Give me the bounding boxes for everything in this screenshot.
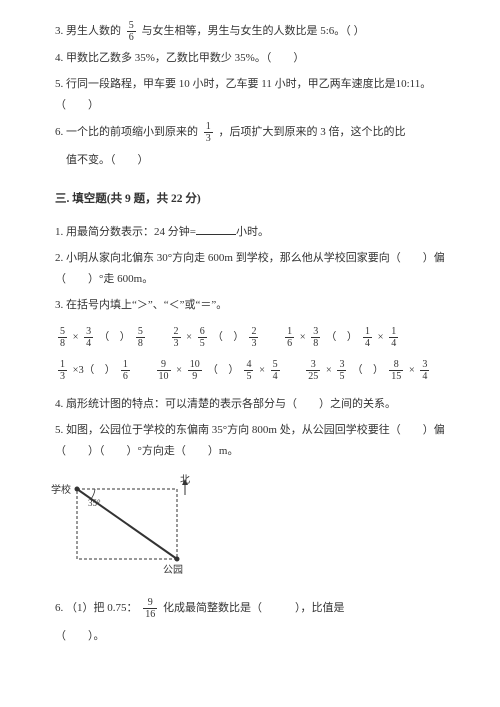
text: 男生人数的 xyxy=(66,25,121,37)
compare-group: 23 × 65 （ ） 23 xyxy=(169,326,262,349)
text: 化成最简整数比是（ ），比值是 xyxy=(163,602,345,614)
compare-row-2: 13 ×3（ ） 16 910 × 109 （ ） 45 × 54 325 × … xyxy=(55,359,450,382)
fraction-9-16: 916 xyxy=(143,597,157,620)
q2-6: 6. 一个比的前项缩小到原来的 13 ，后项扩大到原来的 3 倍，这个比的比 值… xyxy=(55,121,450,171)
q3-6: 6. （1）把 0.75： 916 化成最简整数比是（ ），比值是 （ ）。 xyxy=(55,597,450,647)
compare-group: 910 × 109 （ ） 45 × 54 xyxy=(154,359,283,382)
q3-1: 1. 用最简分数表示：24 分钟= 小时。 xyxy=(55,222,450,243)
q3-2: 2. 小明从家向北偏东 30°方向走 600m 到学校，那么他从学校回家要向（ … xyxy=(55,248,450,290)
compare-group: 13 ×3（ ） 16 xyxy=(55,359,133,382)
text: 小时。 xyxy=(236,226,269,238)
compare-row-1: 58 × 34 （ ） 58 23 × 65 （ ） 23 16 × 38 （ … xyxy=(55,326,450,349)
q3-4: 4. 扇形统计图的特点：可以清楚的表示各部分与（ ）之间的关系。 xyxy=(55,394,450,415)
num: 6. xyxy=(55,602,63,614)
direction-diagram: 学校 北 公园 35° xyxy=(55,477,195,572)
label-park: 公园 xyxy=(163,561,183,580)
q2-5: 5. 行同一段路程，甲车要 10 小时，乙车要 11 小时，甲乙两车速度比是10… xyxy=(55,74,450,116)
compare-group: 325 × 35 （ ） 815 × 34 xyxy=(303,359,432,382)
label-school: 学校 xyxy=(51,481,71,500)
q3-5: 5. 如图，公园位于学校的东偏南 35°方向 800m 处，从公园回学校要往（ … xyxy=(55,420,450,462)
blank xyxy=(196,223,236,235)
text: 1. 用最简分数表示：24 分钟= xyxy=(55,226,196,238)
compare-group: 16 × 38 （ ） 14 × 14 xyxy=(282,326,401,349)
q2-4: 4. 甲数比乙数多 35%，乙数比甲数少 35%。（ ） xyxy=(55,48,450,69)
text: （1）把 0.75： xyxy=(66,602,138,614)
text: ，后项扩大到原来的 3 倍，这个比的比 xyxy=(219,126,406,138)
text: 值不变。（ ） xyxy=(55,150,450,171)
label-angle: 35° xyxy=(88,495,101,512)
num: 3. xyxy=(55,25,63,37)
section3-title: 三. 填空题(共 9 题，共 22 分) xyxy=(55,189,450,211)
fraction-5-6: 56 xyxy=(127,20,136,43)
q3-3: 3. 在括号内填上“＞”、“＜”或“＝”。 xyxy=(55,295,450,316)
text: 一个比的前项缩小到原来的 xyxy=(66,126,198,138)
diagram-svg xyxy=(55,477,195,572)
paren: ） xyxy=(354,25,367,37)
fraction-1-3: 13 xyxy=(204,121,213,144)
text: 与女生相等，男生与女生的人数比是 5:6。（ xyxy=(142,25,351,37)
num: 6. xyxy=(55,126,63,138)
compare-group: 58 × 34 （ ） 58 xyxy=(55,326,148,349)
label-north: 北 xyxy=(180,471,190,490)
text: （ ）。 xyxy=(55,626,450,647)
q2-3: 3. 男生人数的 56 与女生相等，男生与女生的人数比是 5:6。（ ） xyxy=(55,20,450,43)
